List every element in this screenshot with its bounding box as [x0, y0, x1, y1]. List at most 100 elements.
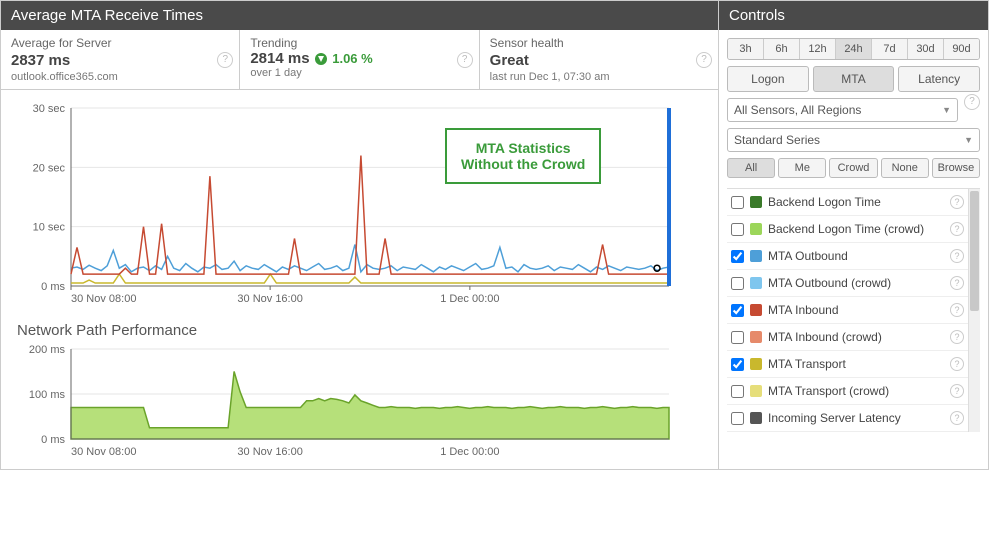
metric-tab-logon[interactable]: Logon: [727, 66, 809, 92]
time-range-3h[interactable]: 3h: [728, 39, 764, 59]
series-checkbox[interactable]: [731, 358, 744, 371]
help-icon[interactable]: ?: [950, 249, 964, 263]
trend-percent: 1.06 %: [332, 51, 372, 66]
svg-text:100 ms: 100 ms: [29, 389, 66, 401]
person-icon: [750, 385, 762, 397]
scrollbar[interactable]: [968, 189, 980, 432]
stat-label: Average for Server: [11, 36, 229, 50]
stats-row: Average for Server 2837 ms outlook.offic…: [1, 30, 718, 90]
stat-value: Great: [490, 52, 708, 69]
main-panel-title: Average MTA Receive Times: [1, 1, 718, 30]
svg-text:30 Nov 08:00: 30 Nov 08:00: [71, 446, 136, 458]
series-item[interactable]: MTA Inbound (crowd)?: [727, 324, 968, 351]
series-filter-all[interactable]: All: [727, 158, 775, 178]
help-icon[interactable]: ?: [950, 222, 964, 236]
svg-text:1 Dec 00:00: 1 Dec 00:00: [440, 446, 499, 458]
arrow-down-icon: [315, 53, 327, 65]
stat-value: 2814 ms: [250, 50, 309, 67]
help-icon[interactable]: ?: [950, 384, 964, 398]
help-icon[interactable]: ?: [950, 303, 964, 317]
series-filter-none[interactable]: None: [881, 158, 929, 178]
stat-average: Average for Server 2837 ms outlook.offic…: [1, 30, 240, 89]
series-item[interactable]: MTA Inbound?: [727, 297, 968, 324]
time-range-7d[interactable]: 7d: [872, 39, 908, 59]
metric-tab-mta[interactable]: MTA: [813, 66, 895, 92]
controls-panel-title: Controls: [719, 1, 988, 30]
series-filter-crowd[interactable]: Crowd: [829, 158, 877, 178]
stat-label: Sensor health: [490, 36, 708, 50]
person-icon: [750, 277, 762, 289]
stat-sub: last run Dec 1, 07:30 am: [490, 71, 708, 83]
network-chart[interactable]: 0 ms 100 ms 200 ms 30 Nov 08:00 30 Nov 16:00…: [15, 343, 675, 463]
svg-text:0 ms: 0 ms: [41, 434, 65, 446]
series-checkbox[interactable]: [731, 277, 744, 290]
chevron-down-icon: ▼: [964, 135, 973, 145]
series-filter-group: AllMeCrowdNoneBrowse: [727, 158, 980, 178]
series-item[interactable]: MTA Transport?: [727, 351, 968, 378]
series-checkbox[interactable]: [731, 250, 744, 263]
svg-text:200 ms: 200 ms: [29, 344, 66, 356]
person-icon: [750, 250, 762, 262]
svg-text:30 Nov 16:00: 30 Nov 16:00: [237, 446, 302, 458]
person-icon: [750, 331, 762, 343]
help-icon[interactable]: ?: [217, 52, 233, 68]
person-icon: [750, 412, 762, 424]
svg-text:0 ms: 0 ms: [41, 281, 65, 293]
time-range-30d[interactable]: 30d: [908, 39, 944, 59]
series-label: MTA Outbound (crowd): [768, 276, 891, 290]
stat-health: Sensor health Great last run Dec 1, 07:3…: [480, 30, 718, 89]
series-checkbox[interactable]: [731, 223, 744, 236]
series-checkbox[interactable]: [731, 331, 744, 344]
help-icon[interactable]: ?: [696, 52, 712, 68]
help-icon[interactable]: ?: [950, 276, 964, 290]
series-label: MTA Transport: [768, 357, 846, 371]
person-icon: [750, 304, 762, 316]
time-range-90d[interactable]: 90d: [944, 39, 979, 59]
sensor-select-value: All Sensors, All Regions: [734, 103, 861, 117]
series-checkbox[interactable]: [731, 412, 744, 425]
help-icon[interactable]: ?: [950, 330, 964, 344]
help-icon[interactable]: ?: [964, 94, 980, 110]
series-filter-me[interactable]: Me: [778, 158, 826, 178]
series-label: MTA Transport (crowd): [768, 384, 889, 398]
annotation-line2: Without the Crowd: [461, 156, 585, 172]
time-range-24h[interactable]: 24h: [836, 39, 872, 59]
time-range-group: 3h6h12h24h7d30d90d: [727, 38, 980, 60]
series-label: MTA Inbound (crowd): [768, 330, 882, 344]
series-list: Backend Logon Time?Backend Logon Time (c…: [727, 189, 968, 432]
annotation-box: MTA Statistics Without the Crowd: [445, 128, 601, 184]
series-checkbox[interactable]: [731, 385, 744, 398]
stat-value: 2837 ms: [11, 52, 229, 69]
help-icon[interactable]: ?: [457, 52, 473, 68]
series-select-value: Standard Series: [734, 133, 820, 147]
help-icon[interactable]: ?: [950, 195, 964, 209]
time-range-6h[interactable]: 6h: [764, 39, 800, 59]
scrollbar-thumb[interactable]: [970, 191, 979, 311]
annotation-line1: MTA Statistics: [461, 140, 585, 156]
metric-tab-group: LogonMTALatency: [727, 66, 980, 92]
sensor-select[interactable]: All Sensors, All Regions ▼: [727, 98, 958, 122]
person-icon: [750, 196, 762, 208]
time-range-12h[interactable]: 12h: [800, 39, 836, 59]
controls-panel: Controls 3h6h12h24h7d30d90d LogonMTALate…: [719, 0, 989, 470]
series-item[interactable]: Backend Logon Time?: [727, 189, 968, 216]
help-icon[interactable]: ?: [950, 357, 964, 371]
series-checkbox[interactable]: [731, 196, 744, 209]
series-item[interactable]: Incoming Server Latency?: [727, 405, 968, 432]
svg-text:20 sec: 20 sec: [33, 162, 66, 174]
svg-text:30 Nov 08:00: 30 Nov 08:00: [71, 293, 136, 305]
network-chart-title: Network Path Performance: [17, 322, 704, 339]
series-item[interactable]: MTA Outbound (crowd)?: [727, 270, 968, 297]
series-filter-browse[interactable]: Browse: [932, 158, 980, 178]
svg-text:1 Dec 00:00: 1 Dec 00:00: [440, 293, 499, 305]
series-item[interactable]: MTA Transport (crowd)?: [727, 378, 968, 405]
help-icon[interactable]: ?: [950, 411, 964, 425]
series-item[interactable]: Backend Logon Time (crowd)?: [727, 216, 968, 243]
metric-tab-latency[interactable]: Latency: [898, 66, 980, 92]
series-label: Incoming Server Latency: [768, 411, 901, 425]
series-item[interactable]: MTA Outbound?: [727, 243, 968, 270]
svg-text:30 sec: 30 sec: [33, 103, 66, 115]
series-checkbox[interactable]: [731, 304, 744, 317]
series-select[interactable]: Standard Series ▼: [727, 128, 980, 152]
series-label: MTA Outbound: [768, 249, 848, 263]
